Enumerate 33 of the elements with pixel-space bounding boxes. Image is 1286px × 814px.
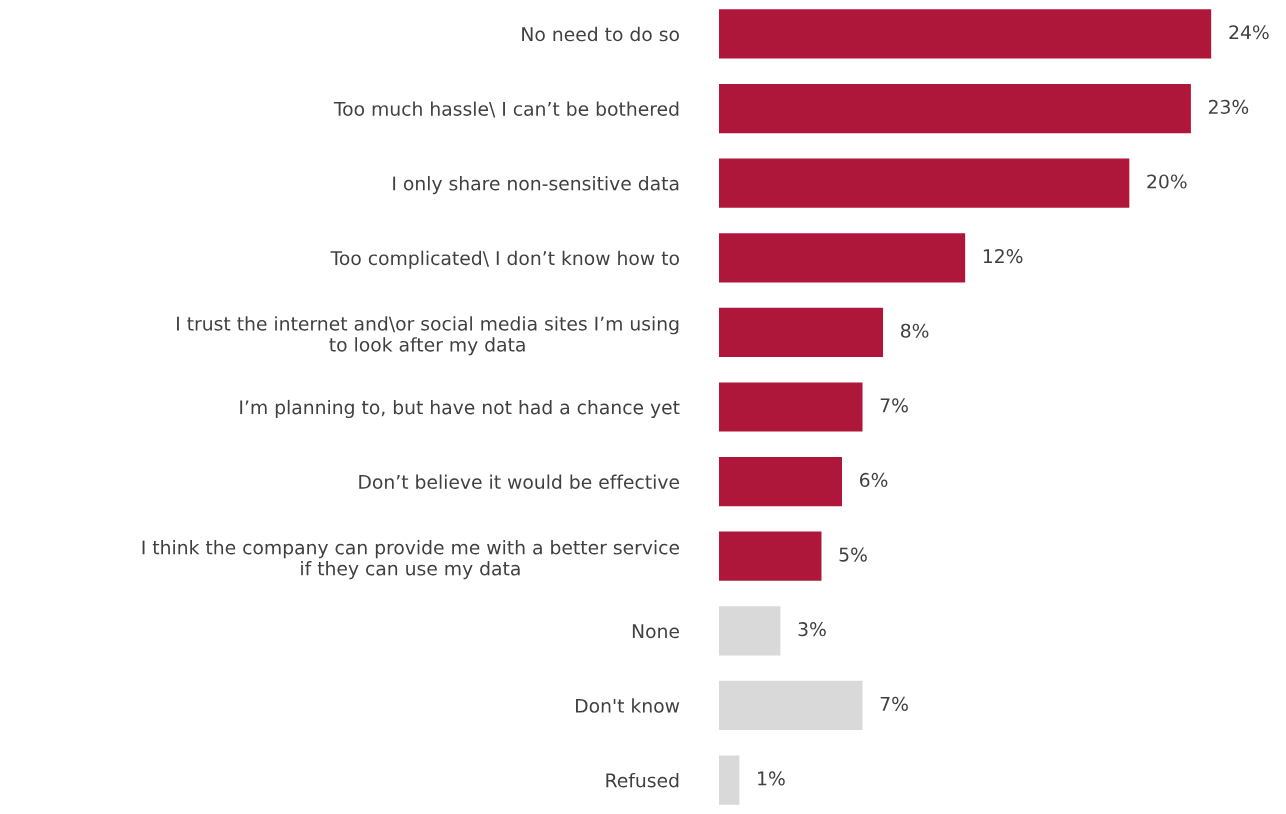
data-label: 23% bbox=[1208, 99, 1249, 114]
y-tick-label: Too complicated\ I don’t know how to bbox=[330, 250, 679, 269]
data-label: 7% bbox=[880, 398, 908, 413]
data-label: 7% bbox=[880, 696, 908, 711]
bar bbox=[718, 307, 884, 358]
bar bbox=[718, 606, 781, 656]
bar bbox=[718, 382, 863, 432]
data-label: 12% bbox=[983, 249, 1023, 264]
data-label: 24% bbox=[1229, 25, 1269, 40]
bar bbox=[718, 83, 1191, 134]
data-label: 6% bbox=[859, 472, 888, 488]
y-tick-label: Too much hassle\ I can’t be bothered bbox=[333, 101, 679, 118]
data-label: 5% bbox=[839, 547, 867, 562]
bar bbox=[718, 456, 843, 507]
y-tick-label: None bbox=[632, 624, 679, 639]
data-label: 1% bbox=[758, 771, 785, 786]
y-tick-label: I think the company can provide me with a better service if they can use my data bbox=[142, 540, 679, 580]
y-tick-label: I only share non-sensitive data bbox=[393, 176, 679, 195]
y-tick-label: Refused bbox=[606, 772, 679, 788]
y-tick-label: Don’t believe it would be effective bbox=[359, 474, 679, 490]
bar bbox=[718, 531, 822, 581]
bar bbox=[718, 755, 740, 805]
y-tick-label: I trust the internet and\or social media sites I’m using to look after my data bbox=[177, 316, 679, 356]
data-label: 8% bbox=[900, 323, 929, 338]
data-label: 3% bbox=[798, 622, 826, 637]
y-tick-label: No need to do so bbox=[522, 26, 679, 42]
bar bbox=[718, 233, 966, 283]
bar bbox=[718, 158, 1130, 208]
bar bbox=[718, 680, 863, 731]
bar bbox=[718, 9, 1212, 59]
data-label: 20% bbox=[1147, 174, 1187, 189]
y-tick-label: I’m planning to, but have not had a chance yet bbox=[240, 399, 680, 419]
y-tick-label: Don't know bbox=[576, 698, 680, 713]
